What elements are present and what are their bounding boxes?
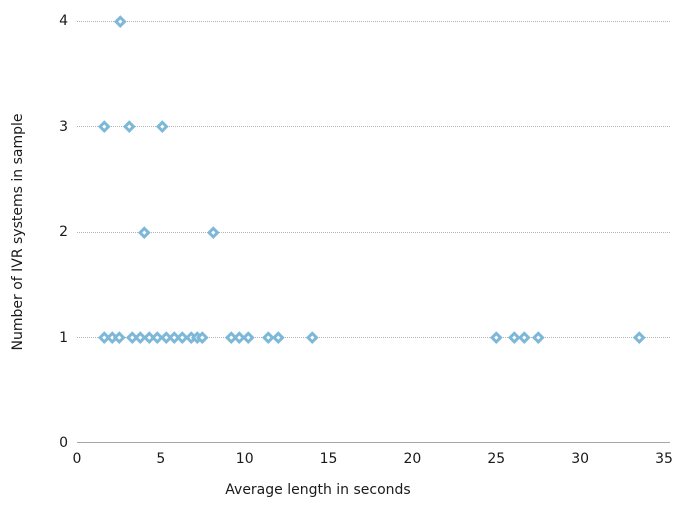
x-tick-label-15: 15 xyxy=(319,451,338,467)
y-tick-label-4: 4 xyxy=(59,13,68,29)
x-tick-label-10: 10 xyxy=(235,451,254,467)
x-tick-label-25: 25 xyxy=(487,451,506,467)
x-axis-line xyxy=(77,442,670,444)
x-tick-label-20: 20 xyxy=(403,451,422,467)
data-point-marker xyxy=(532,331,545,344)
data-point-marker xyxy=(490,331,503,344)
data-point-marker xyxy=(206,225,219,239)
y-tick-label-2: 2 xyxy=(59,224,68,240)
data-point-marker xyxy=(632,331,645,344)
y-tick-label-3: 3 xyxy=(59,118,68,135)
data-point-marker xyxy=(241,331,255,344)
data-point-marker xyxy=(156,120,169,133)
gridline-y-3 xyxy=(77,126,670,127)
x-tick-label-0: 0 xyxy=(72,451,82,467)
data-point-marker xyxy=(518,331,531,344)
x-tick-label-5: 5 xyxy=(156,451,166,467)
gridline-y-1 xyxy=(77,337,670,338)
gridline-y-4 xyxy=(77,20,670,22)
y-tick-label-0: 0 xyxy=(59,435,68,451)
data-point-marker xyxy=(97,120,110,133)
data-point-marker xyxy=(138,225,151,239)
y-tick-label-1: 1 xyxy=(59,329,68,346)
data-point-marker xyxy=(272,331,285,344)
data-point-marker xyxy=(305,331,318,344)
x-tick-label-35: 35 xyxy=(655,451,673,467)
data-point-marker xyxy=(114,14,127,28)
x-tick-label-30: 30 xyxy=(571,451,590,467)
data-point-marker xyxy=(122,120,136,133)
x-axis-title: Average length in seconds xyxy=(225,482,411,498)
gridline-y-2 xyxy=(77,231,670,233)
